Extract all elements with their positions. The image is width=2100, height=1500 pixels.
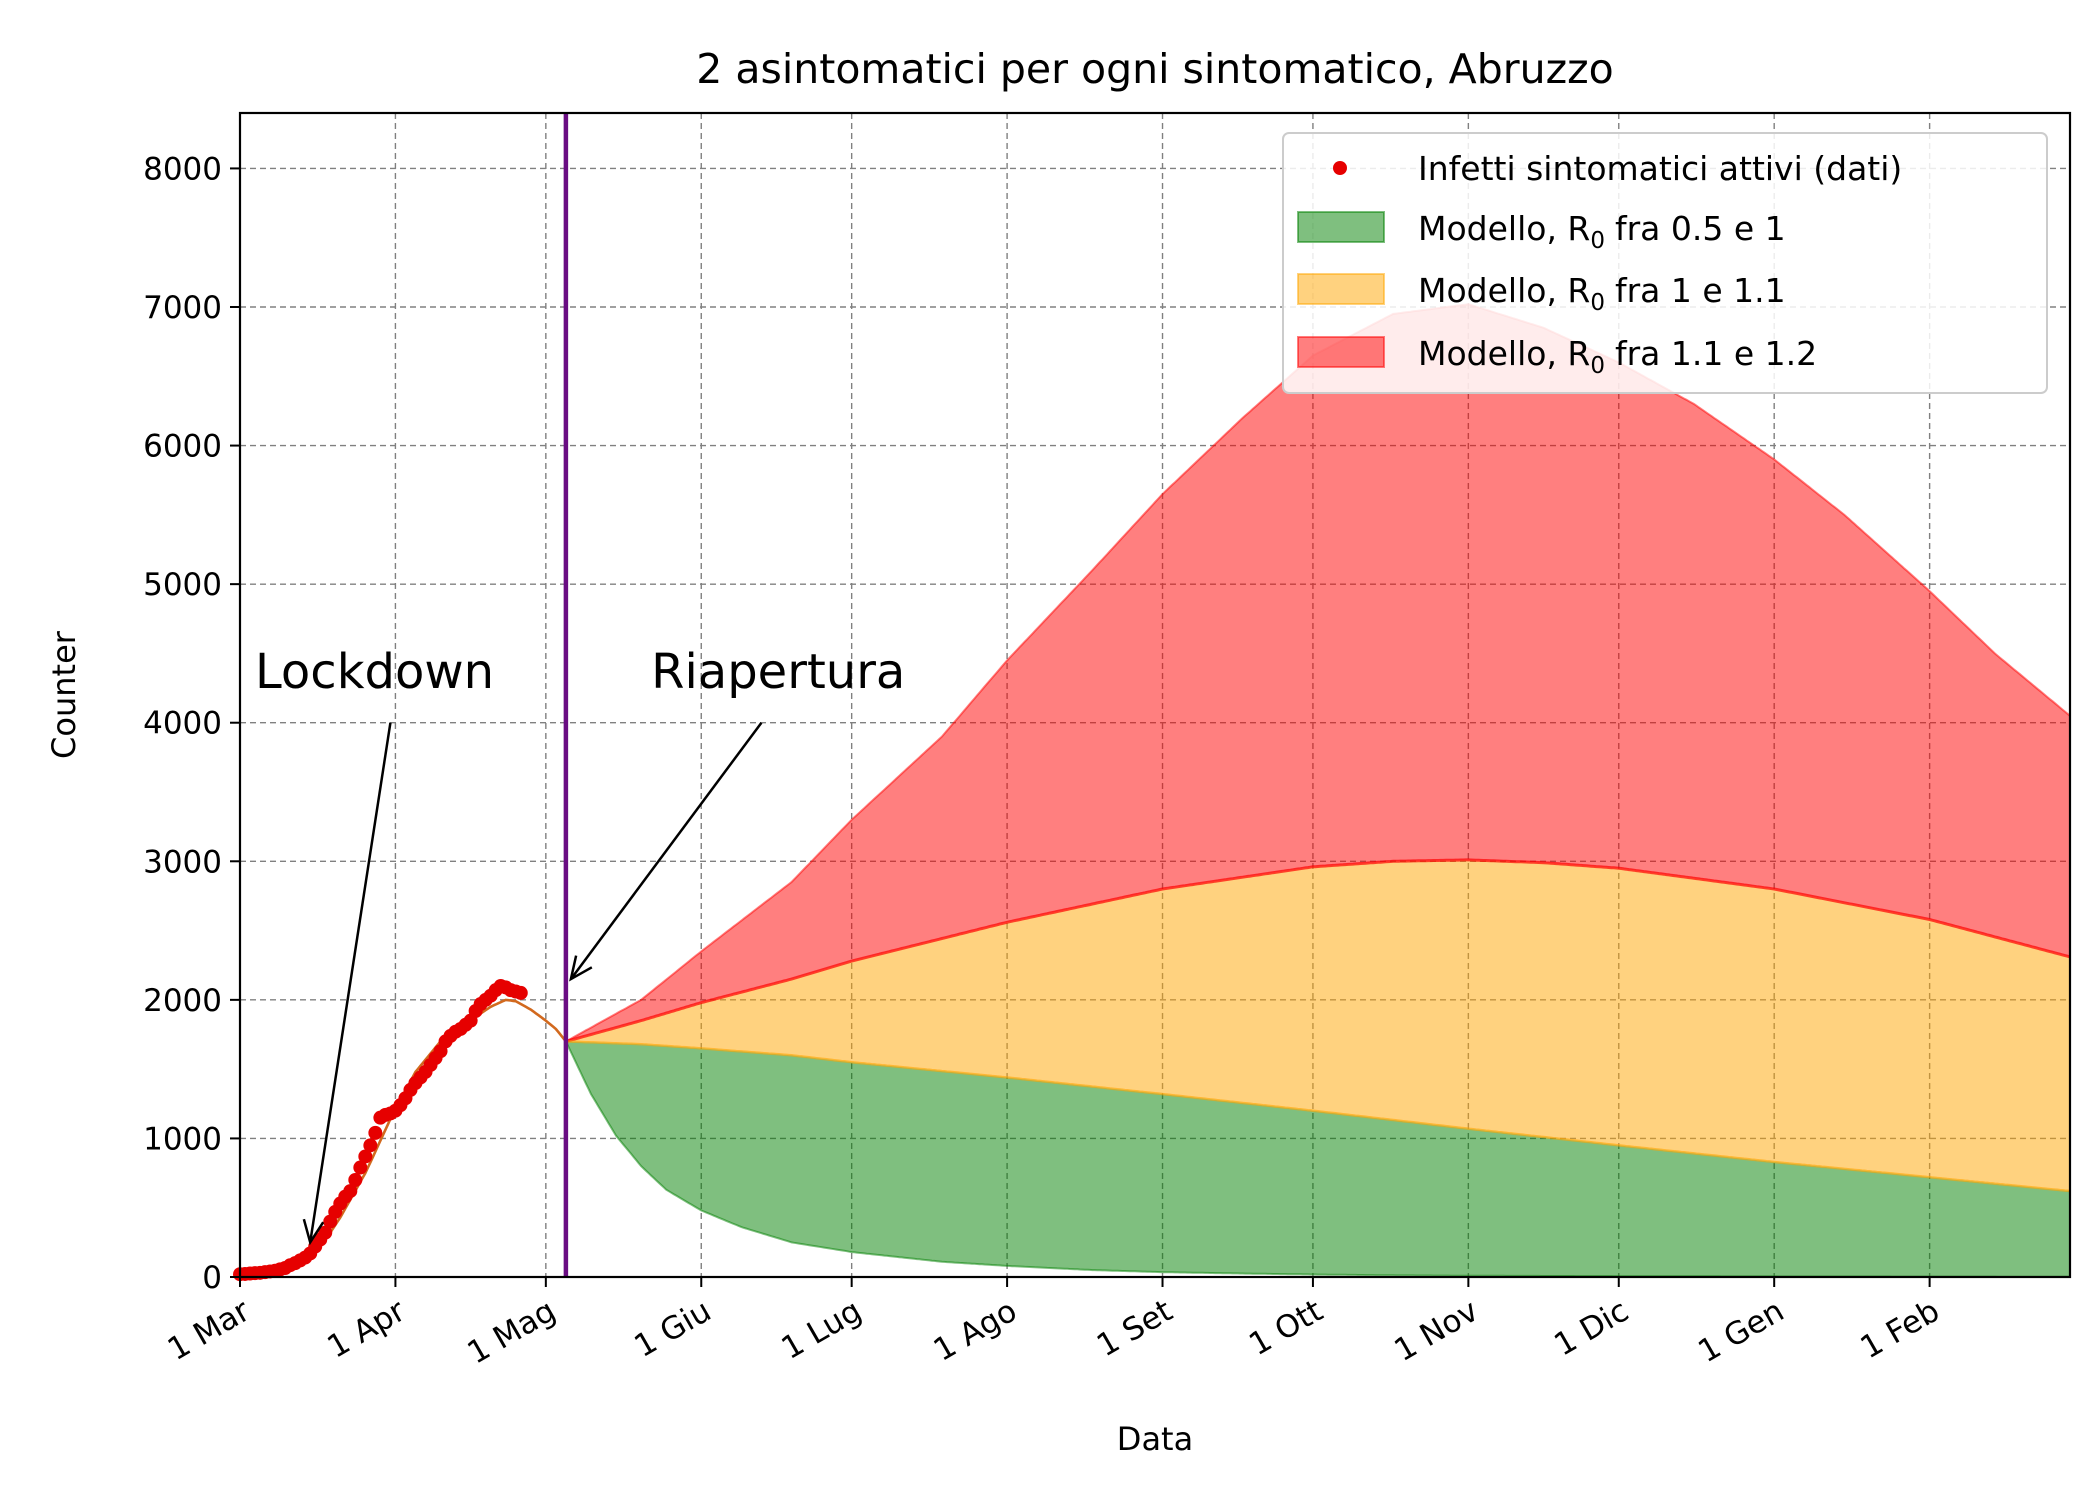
y-tick-label-6: 6000 [143,429,222,465]
legend-entry-green-prefix: Modello, R [1418,209,1590,248]
observed-point-17 [318,1225,333,1240]
legend-swatch-green [1297,211,1385,243]
legend-entry-yellow-range: fra 1 e 1.1 [1615,271,1786,310]
annotation-arrow-line-1 [569,721,763,980]
legend-swatch-yellow [1297,273,1385,305]
plot-frame [238,111,2072,1279]
y-tick-label-2: 2000 [143,983,222,1019]
legend-marker-observed [1333,161,1347,175]
annotation-arrow-head-1 [569,955,593,982]
y-tick-label-3: 3000 [143,844,222,880]
legend-entry-green: Modello, R0 fra 0.5 e 1 [1418,209,1786,254]
annotation-riapertura: Riapertura [651,644,905,700]
model-bands [565,304,2070,1277]
y-axis-label: Counter [45,630,83,759]
observed-point-22 [343,1184,358,1199]
legend-entry-red-range: fra 1.1 e 1.2 [1615,334,1817,373]
y-tick-label-1: 1000 [143,1121,222,1157]
band-yellow-lower-edge [565,1040,2071,1193]
observed-point-23 [348,1173,363,1187]
annotations: Lockdown Riapertura [255,644,905,1246]
band-red-lower-edge [565,858,2071,1043]
chart-title: 2 asintomatici per ogni sintomatico, Abr… [696,45,1613,93]
observed-point-26 [363,1138,378,1153]
legend-entry-observed: Infetti sintomatici attivi (dati) [1418,149,1902,188]
annotation-arrow-head-0 [302,1218,325,1246]
legend-entry-red-sub: 0 [1590,353,1605,379]
annotation-lockdown: Lockdown [255,644,494,700]
y-tick-label-8: 8000 [143,151,222,187]
observed-point-24 [353,1160,368,1175]
legend-entry-yellow: Modello, R0 fra 1 e 1.1 [1418,271,1786,316]
legend-entry-yellow-prefix: Modello, R [1418,271,1590,310]
x-axis-label: Data [1117,1420,1193,1458]
y-tick-label-4: 4000 [143,706,222,742]
band-yellow-r0-1-1.1 [565,859,2070,1192]
legend-entry-green-range: fra 0.5 e 1 [1615,209,1786,248]
observed-point-56 [513,985,528,1000]
band-green-r0-0.5-1 [565,1041,2070,1277]
observed-point-25 [358,1149,373,1164]
band-red-r0-1.1-1.2 [565,304,2070,1042]
legend-swatch-red [1297,336,1385,368]
observed-point-27 [368,1125,383,1140]
legend-entry-red-prefix: Modello, R [1418,334,1590,373]
y-tick-label-7: 7000 [143,290,222,326]
legend-entry-red: Modello, R0 fra 1.1 e 1.2 [1418,334,1817,379]
y-tick-label-5: 5000 [143,567,222,603]
annotation-arrow-line-0 [308,722,392,1243]
y-tick-label-0: 0 [202,1260,222,1296]
legend: Infetti sintomatici attivi (dati) Modell… [1282,132,2048,394]
legend-box [1282,132,2048,394]
legend-entry-yellow-sub: 0 [1590,290,1605,316]
legend-entry-green-sub: 0 [1590,228,1605,254]
